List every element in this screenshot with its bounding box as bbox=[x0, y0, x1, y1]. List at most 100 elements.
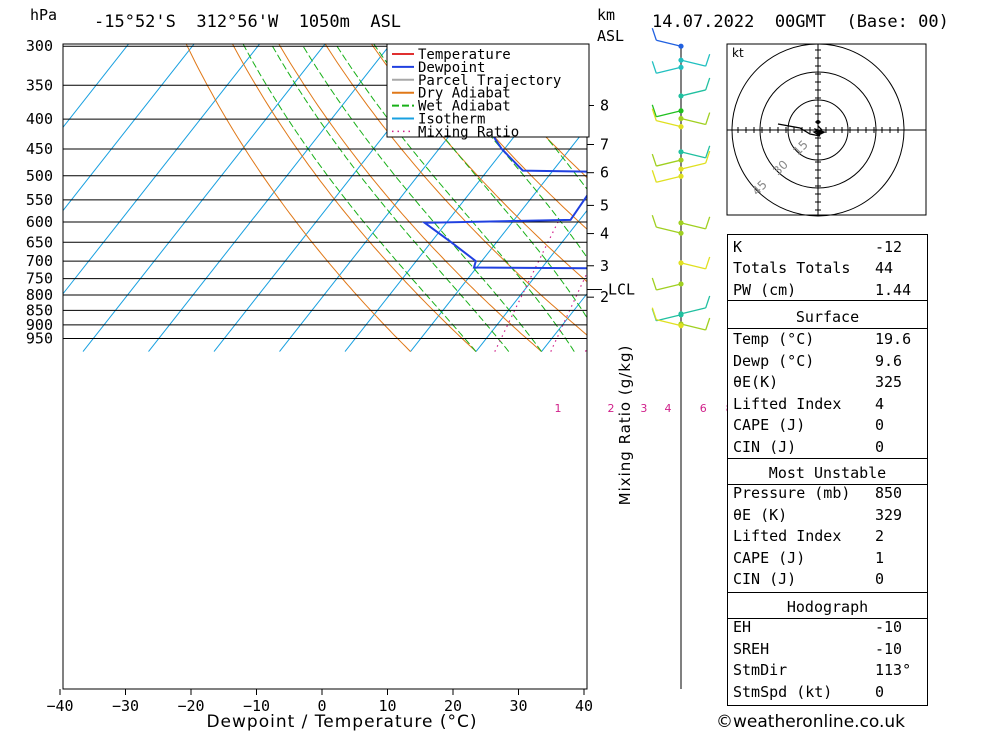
pressure-tick-label: 350 bbox=[26, 76, 53, 94]
table-row: StmDir 113° bbox=[733, 661, 922, 682]
row-value: 325 bbox=[875, 373, 903, 391]
wind-barb-shaft bbox=[656, 66, 682, 74]
row-value: -10 bbox=[875, 639, 903, 658]
wet-adiabat-line bbox=[270, 44, 510, 352]
row-value: 113° bbox=[875, 661, 912, 679]
storm-motion-marker bbox=[814, 128, 826, 136]
row-value: 329 bbox=[875, 505, 903, 524]
wind-barb-shaft bbox=[656, 39, 682, 47]
table-row: θE(K) 325 bbox=[733, 373, 922, 394]
wind-barb-shaft bbox=[656, 175, 682, 183]
table-row: θE (K) 329 bbox=[733, 506, 922, 527]
km-tick-label: 6 bbox=[600, 164, 609, 182]
wind-barb-shaft bbox=[656, 120, 682, 128]
table-row: Pressure (mb) 850 bbox=[733, 484, 922, 505]
isotherm-line bbox=[63, 44, 130, 129]
hodograph-trace bbox=[777, 123, 824, 137]
wind-barb-feather bbox=[651, 153, 657, 167]
table-row: Temp (°C) 19.6 bbox=[733, 330, 922, 351]
table-row: K -12 bbox=[733, 238, 922, 259]
legend-label: Dewpoint bbox=[418, 60, 485, 76]
pressure-tick-label: 600 bbox=[26, 213, 53, 231]
row-key: Pressure (mb) bbox=[733, 484, 851, 502]
dry-adiabat-line bbox=[185, 44, 411, 352]
row-value: -12 bbox=[875, 238, 903, 256]
wind-barb-shaft bbox=[656, 159, 682, 167]
row-value: -10 bbox=[875, 618, 903, 636]
row-value: 0 bbox=[875, 682, 885, 701]
pressure-tick-label: 900 bbox=[26, 316, 53, 334]
row-value: 19.6 bbox=[875, 330, 912, 348]
x-axis-label: Dewpoint / Temperature (°C) bbox=[206, 712, 477, 732]
row-key: CIN (J) bbox=[733, 437, 797, 456]
hodograph-table-title: Hodograph bbox=[786, 598, 869, 616]
row-value: 0 bbox=[875, 570, 885, 588]
km-tick-label: 8 bbox=[600, 96, 609, 114]
wind-barb-shaft bbox=[680, 323, 706, 331]
row-value: 4 bbox=[875, 394, 885, 413]
row-key: Totals Totals bbox=[733, 259, 851, 278]
row-key: Temp (°C) bbox=[733, 330, 815, 348]
x-tick-label: 10 bbox=[378, 697, 396, 715]
wind-barb-shaft bbox=[680, 59, 706, 67]
wet-adiabat-line bbox=[601, 33, 738, 351]
date-run-title: 14.07.2022 00GMT (Base: 00) bbox=[652, 12, 949, 32]
row-key: θE (K) bbox=[733, 505, 788, 524]
pressure-tick-label: 700 bbox=[26, 252, 53, 270]
x-tick-label: −10 bbox=[243, 697, 270, 715]
legend-label: Wet Adiabat bbox=[418, 99, 511, 115]
row-key: CIN (J) bbox=[733, 570, 797, 588]
wind-barb-feather bbox=[705, 295, 711, 309]
legend-label: Temperature bbox=[418, 47, 511, 63]
wet-adiabat-line bbox=[242, 44, 477, 352]
legend-label: Isotherm bbox=[418, 112, 485, 128]
wind-barb-feather bbox=[651, 108, 657, 121]
copyright-text[interactable]: ©weatheronline.co.uk bbox=[716, 712, 906, 732]
row-key: Dewp (°C) bbox=[733, 351, 815, 370]
plot-frame bbox=[62, 43, 588, 690]
table-row: Lifted Index 4 bbox=[733, 395, 922, 416]
row-key: Lifted Index bbox=[733, 527, 842, 545]
legend-box bbox=[386, 43, 590, 138]
pressure-tick-label: 850 bbox=[26, 301, 53, 319]
row-key: K bbox=[733, 238, 743, 256]
wind-barb-shaft bbox=[680, 151, 706, 159]
table-row: Lifted Index 2 bbox=[733, 527, 922, 548]
wind-barb-feather bbox=[705, 256, 711, 270]
wet-adiabat-line bbox=[373, 44, 587, 319]
row-value: 0 bbox=[875, 437, 885, 456]
wind-barb-feather bbox=[651, 61, 657, 74]
pressure-tick-label: 650 bbox=[26, 233, 53, 251]
row-key: SREH bbox=[733, 639, 770, 658]
wind-barb-shaft bbox=[680, 307, 706, 315]
surface-title: Surface bbox=[795, 308, 860, 326]
table-row: CAPE (J) 0 bbox=[733, 416, 922, 437]
table-row: PW (cm) 1.44 bbox=[733, 281, 922, 302]
wind-barb-shaft bbox=[656, 226, 682, 234]
pressure-tick-label: 450 bbox=[26, 140, 53, 158]
wind-barb-shaft bbox=[680, 117, 706, 126]
row-value: 0 bbox=[875, 416, 885, 434]
x-tick-label: −40 bbox=[46, 697, 73, 715]
wind-barb-shaft bbox=[680, 89, 706, 97]
wind-barb-shaft bbox=[656, 314, 682, 322]
mixing-ratio-line bbox=[648, 222, 703, 352]
wind-barb-dot bbox=[678, 157, 684, 163]
mixing-ratio-label: 6 bbox=[700, 402, 707, 415]
mixing-ratio-axis-label: Mixing Ratio (g/kg) bbox=[616, 345, 634, 506]
wind-barb-feather bbox=[651, 277, 657, 291]
x-tick-label: 40 bbox=[575, 697, 593, 715]
legend-label: Parcel Trajectory bbox=[418, 73, 561, 89]
km-unit-label: km bbox=[597, 6, 616, 24]
row-value: 44 bbox=[875, 259, 894, 278]
row-key: PW (cm) bbox=[733, 280, 797, 299]
pressure-unit-label: hPa bbox=[30, 6, 58, 24]
mixing-ratio-label: 2 bbox=[608, 402, 615, 415]
wind-barb-feather bbox=[705, 53, 711, 67]
table-row: StmSpd (kt) 0 bbox=[733, 683, 922, 704]
x-tick-label: 30 bbox=[509, 697, 527, 715]
row-key: CAPE (J) bbox=[733, 548, 806, 567]
row-value: 1.44 bbox=[875, 280, 912, 299]
asl-unit-label: ASL bbox=[597, 27, 625, 45]
isotherm-line bbox=[935, 0, 1000, 352]
